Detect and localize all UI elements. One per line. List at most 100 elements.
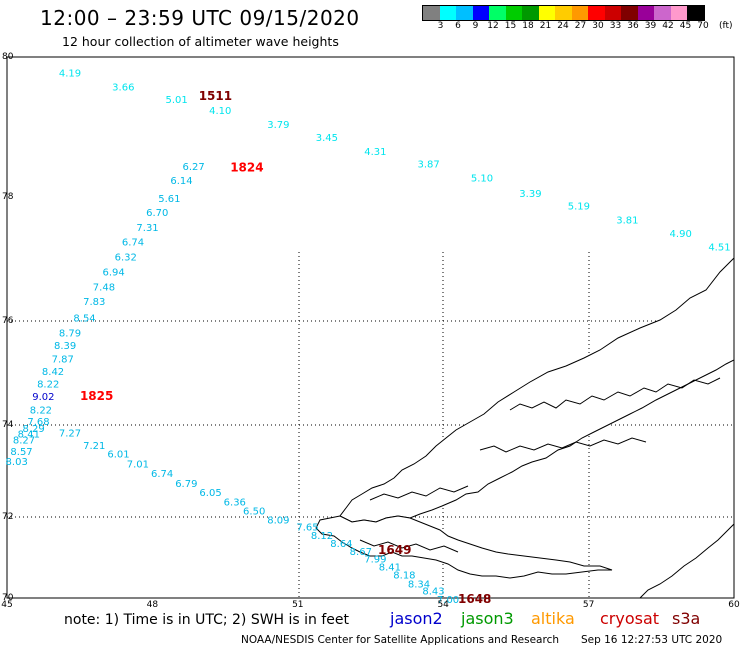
wave-height-label: 6.14 <box>170 176 192 187</box>
longitude-label: 60 <box>728 600 740 610</box>
colorbar-swatch <box>670 6 687 20</box>
wave-height-label: 7.31 <box>136 223 158 234</box>
colorbar-swatch <box>621 6 638 20</box>
legend-cryosat: cryosat <box>600 609 660 628</box>
inner-coastline-4 <box>359 539 459 553</box>
wave-height-label: 5.19 <box>568 202 590 213</box>
wave-height-label: 7.48 <box>93 282 115 293</box>
colorbar-tick-label: 9 <box>472 21 479 31</box>
wave-height-label: 7.65 <box>296 523 318 534</box>
wave-height-label: 3.39 <box>519 189 541 200</box>
colorbar-tick-label: 70 <box>697 21 709 31</box>
credit-line: NOAA/NESDIS Center for Satellite Applica… <box>241 634 559 646</box>
colorbar-swatch <box>571 6 588 20</box>
map-title: 12:00 – 23:59 UTC 09/15/2020 <box>40 6 360 30</box>
wave-height-label: 6.27 <box>182 162 204 173</box>
colorbar-tick-label: 42 <box>662 21 674 31</box>
wave-height-label: 4.90 <box>670 229 692 240</box>
latitude-label: 74 <box>2 420 14 430</box>
wave-height-label: 8.41 <box>18 429 40 440</box>
map-subtitle: 12 hour collection of altimeter wave hei… <box>62 34 339 49</box>
latitude-label: 72 <box>2 512 14 522</box>
pass-time-label: 1649 <box>378 543 411 557</box>
pass-time-label: 1511 <box>199 89 232 103</box>
wave-height-label: 8.22 <box>30 405 52 416</box>
colorbar-tick-label: 15 <box>504 21 517 31</box>
wave-height-label: 5.10 <box>471 173 493 184</box>
wave-height-label: 8.27 <box>13 436 35 447</box>
wave-height-colorbar <box>422 5 705 21</box>
wave-height-label: 7.00 <box>437 595 459 606</box>
latitude-label: 78 <box>2 192 14 202</box>
wave-height-label: 8.18 <box>393 571 415 582</box>
longitude-label: 57 <box>582 600 595 610</box>
wave-height-label: 6.50 <box>243 507 265 518</box>
colorbar-tick-label: 6 <box>455 21 461 31</box>
colorbar-swatch <box>456 6 473 20</box>
wave-height-label: 6.01 <box>107 450 129 461</box>
wave-height-label: 8.79 <box>59 328 81 339</box>
wave-height-label: 6.74 <box>122 238 144 249</box>
legend-jason3: jason3 <box>461 609 514 628</box>
wave-height-label: 6.32 <box>115 253 137 264</box>
wave-height-label: 8.57 <box>10 447 32 458</box>
colorbar-swatch <box>637 6 654 20</box>
wave-height-label: 4.51 <box>708 243 730 254</box>
island-south <box>315 515 613 579</box>
wave-height-label: 7.87 <box>52 354 74 365</box>
colorbar-swatch <box>588 6 605 20</box>
wave-height-label: 3.87 <box>418 159 440 170</box>
wave-height-label: 8.67 <box>350 547 372 558</box>
wave-height-label: 3.81 <box>616 215 638 226</box>
colorbar-swatch <box>439 6 456 20</box>
wave-height-label: 8.29 <box>23 424 45 435</box>
legend-s3a: s3a <box>672 609 701 628</box>
colorbar-swatch <box>654 6 671 20</box>
altimeter-tracks: 4.19 3.66 5.01 4.10 3.79 3.45 4.31 3.87 5.10 3.39… <box>6 68 731 605</box>
colorbar-tick-label: 27 <box>574 21 587 31</box>
wave-height-label: 5.61 <box>158 194 180 205</box>
wave-height-label: 6.05 <box>199 488 221 499</box>
wave-height-label: 8.42 <box>42 367 64 378</box>
wave-height-label: 9.02 <box>32 392 54 403</box>
mainland-coast <box>639 523 735 599</box>
wave-height-label: 6.79 <box>175 479 197 490</box>
colorbar-tick-label: 12 <box>487 21 499 31</box>
pass-time-label: 1824 <box>230 161 263 175</box>
wave-height-label: 4.19 <box>59 68 81 79</box>
wave-height-label: 7.21 <box>83 441 105 452</box>
wave-height-label: 4.31 <box>364 147 386 158</box>
colorbar-swatch <box>489 6 506 20</box>
colorbar-swatch <box>555 6 572 20</box>
wave-height-label: 8.34 <box>408 579 430 590</box>
generated-timestamp: Sep 16 12:27:53 UTC 2020 <box>581 634 723 646</box>
colorbar-tick-label: 39 <box>644 21 657 31</box>
colorbar-tick-label: 24 <box>557 21 569 31</box>
wave-height-label: 6.36 <box>224 497 246 508</box>
colorbar-tick-label: 21 <box>539 21 552 31</box>
island-north <box>339 256 735 523</box>
wave-height-label: 3.45 <box>316 133 338 144</box>
wave-height-label: 8.09 <box>267 515 289 526</box>
wave-height-label: 7.83 <box>83 297 105 308</box>
land-outline <box>315 256 735 599</box>
longitude-label: 48 <box>146 600 159 610</box>
colorbar-tick-label: 30 <box>592 21 604 31</box>
wave-height-label: 8.64 <box>330 539 352 550</box>
wave-height-label: 8.43 <box>422 587 444 598</box>
wave-height-label: 7.99 <box>364 554 386 565</box>
colorbar-swatch <box>522 6 539 20</box>
wave-height-label: 7.01 <box>127 460 149 471</box>
wave-height-label: 3.66 <box>112 82 134 93</box>
pass-time-label: 1825 <box>80 389 113 403</box>
wave-height-label: 8.41 <box>379 562 401 573</box>
longitude-label: 45 <box>1 600 13 610</box>
colorbar-swatch <box>423 6 440 20</box>
wave-height-label: 5.01 <box>166 95 188 106</box>
wave-height-label: 8.22 <box>37 379 59 390</box>
colorbar-swatch <box>687 6 704 20</box>
colorbar-tick-label: 18 <box>522 21 534 31</box>
wave-height-label: 6.70 <box>146 208 168 219</box>
colorbar-tick-label: 33 <box>609 21 622 31</box>
